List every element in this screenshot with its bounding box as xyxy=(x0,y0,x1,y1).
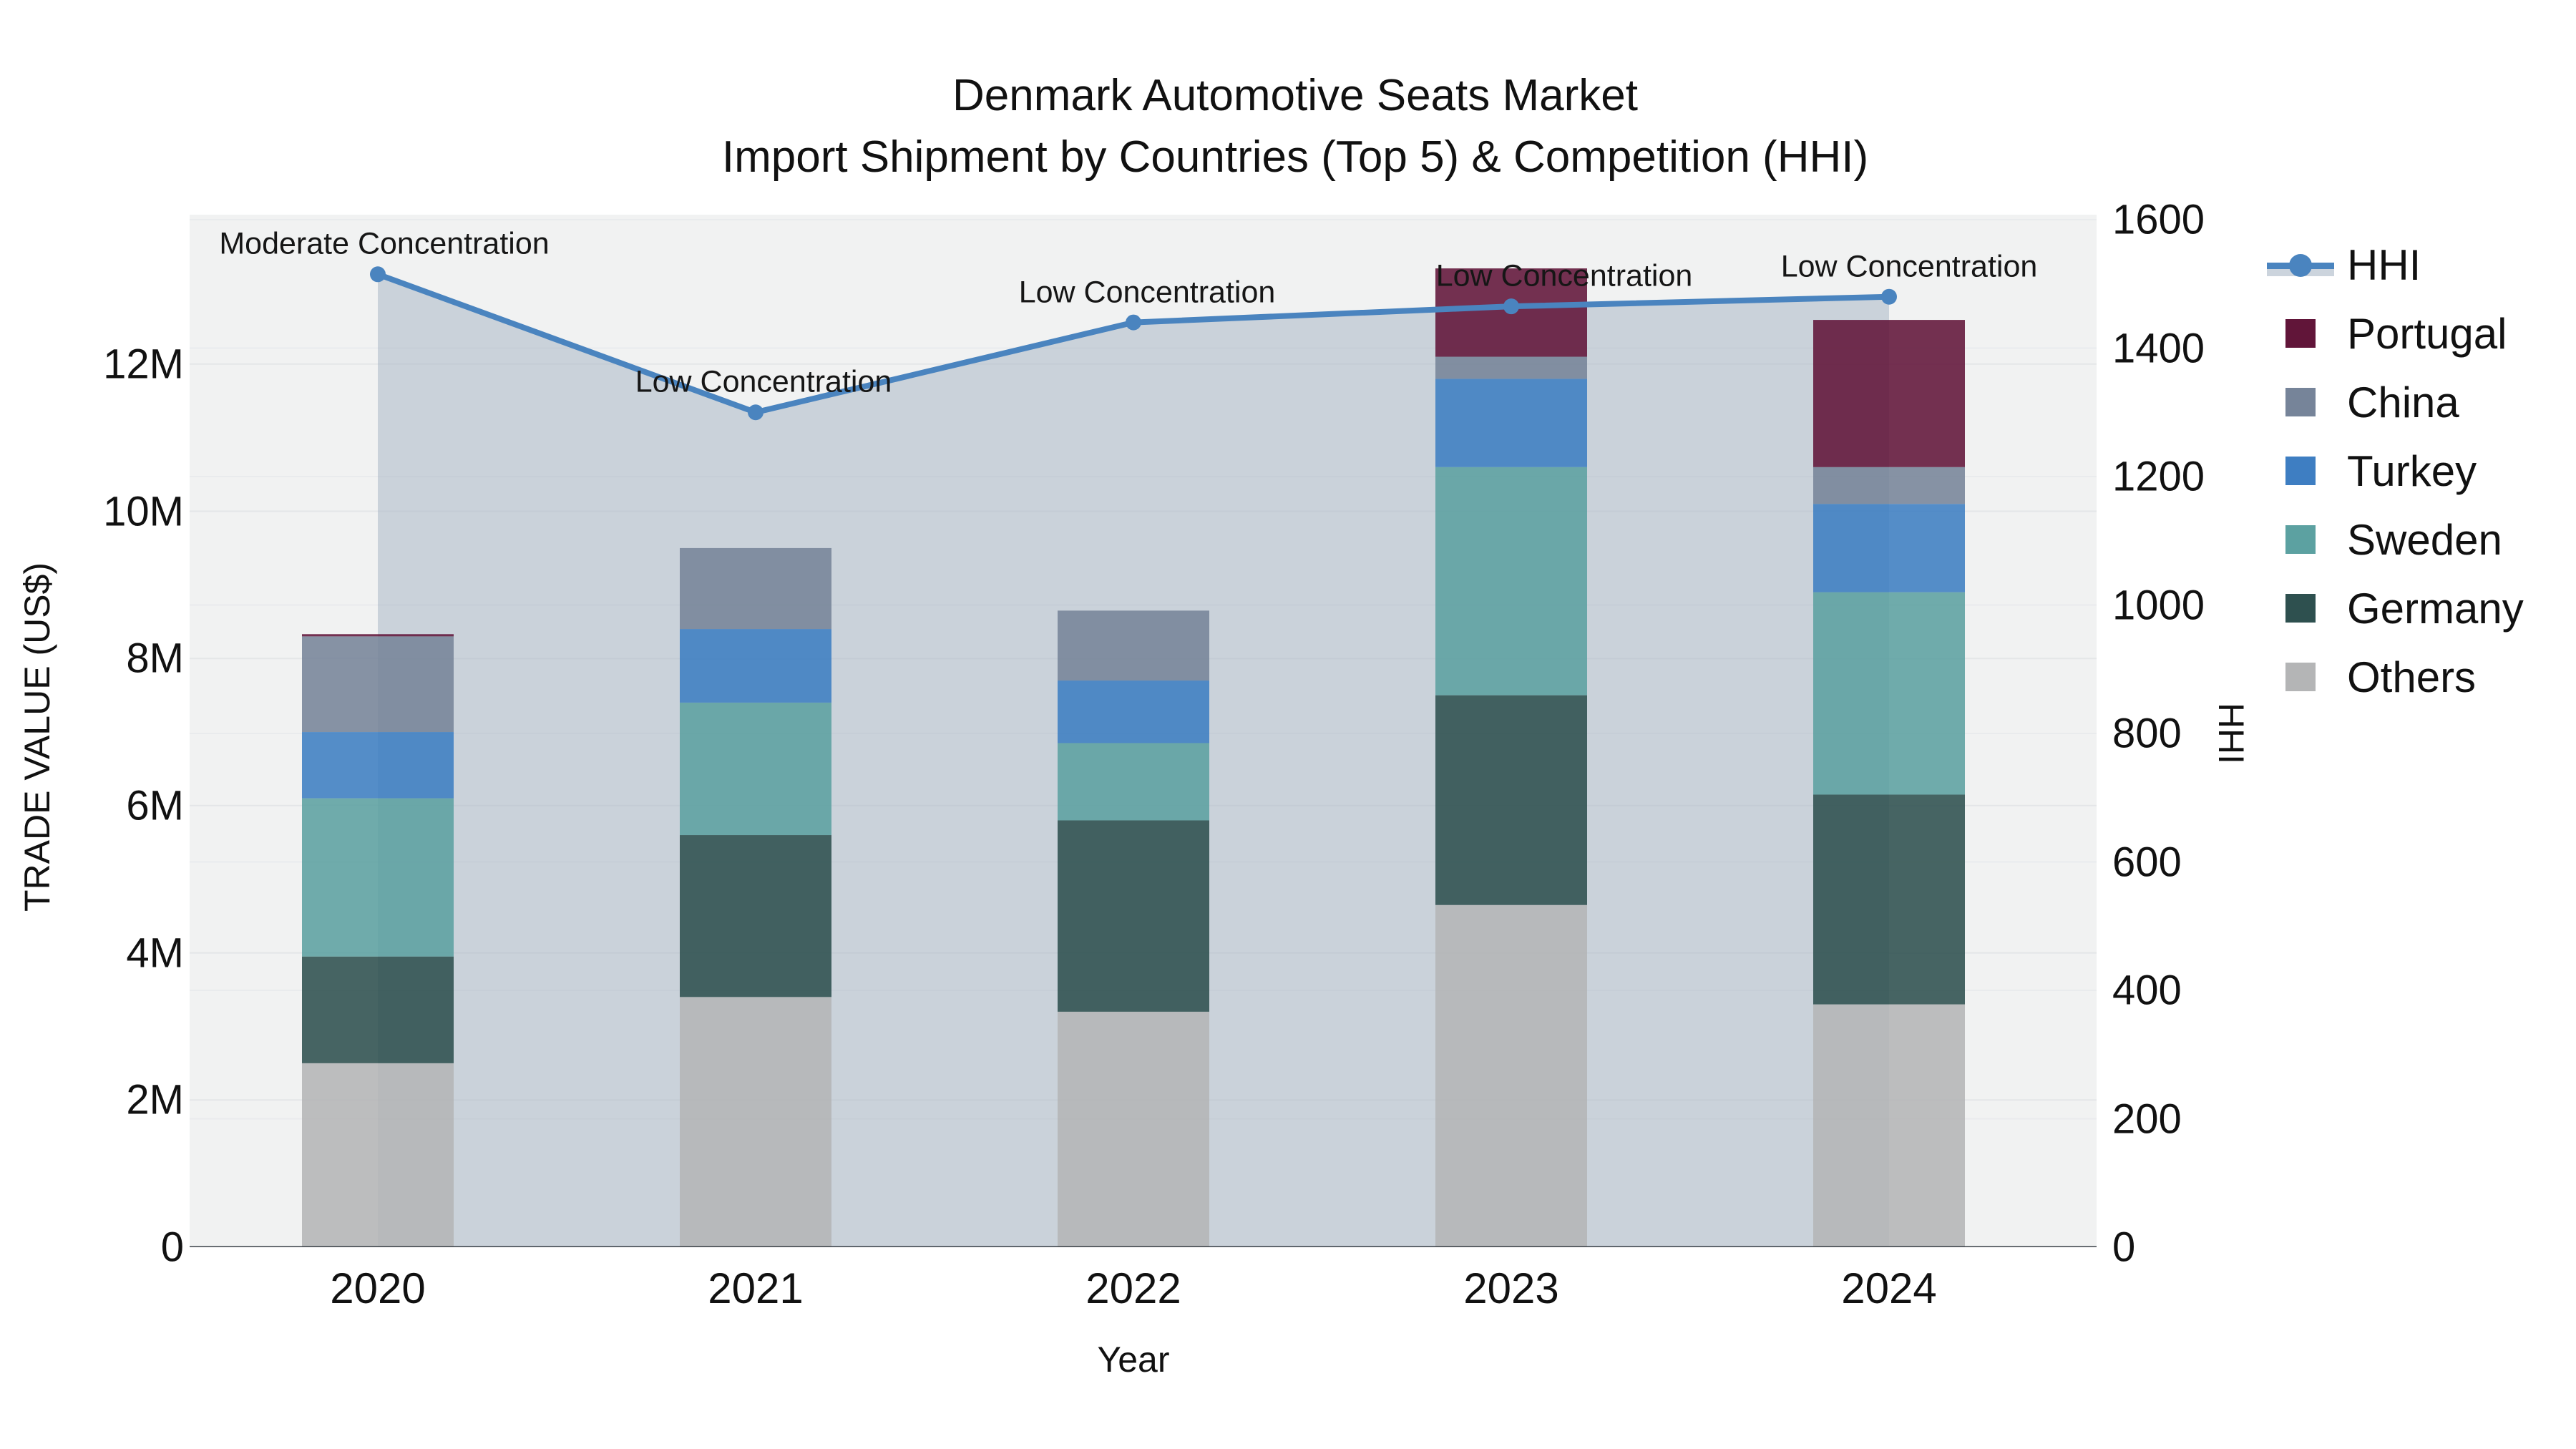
hhi-marker-2022[interactable] xyxy=(1126,314,1141,331)
bar-segment-portugal-2020[interactable] xyxy=(302,634,454,637)
bar-segment-others-2024[interactable] xyxy=(1813,1004,1965,1247)
legend-swatch-germany xyxy=(2285,594,2316,623)
bar-segment-sweden-2023[interactable] xyxy=(1435,467,1587,696)
bar-segment-china-2021[interactable] xyxy=(680,547,831,630)
legend-item-portugal[interactable]: Portugal xyxy=(2267,299,2524,368)
y-left-tick-12M: 12M xyxy=(103,341,184,388)
legend-label-others: Others xyxy=(2347,653,2477,701)
bar-segment-china-2024[interactable] xyxy=(1813,467,1965,504)
annotation-2024: Low Concentration xyxy=(1780,249,2038,284)
bar-segment-china-2020[interactable] xyxy=(302,636,454,733)
annotation-2020: Moderate Concentration xyxy=(219,226,550,261)
legend-item-turkey[interactable]: Turkey xyxy=(2267,436,2524,505)
bar-segment-sweden-2024[interactable] xyxy=(1813,592,1965,795)
legend-swatch-portugal xyxy=(2285,319,2316,348)
annotation-2021: Low Concentration xyxy=(635,364,892,399)
bar-segment-sweden-2022[interactable] xyxy=(1058,743,1209,821)
bar-segment-sweden-2020[interactable] xyxy=(302,798,454,957)
hhi-marker-2024[interactable] xyxy=(1881,288,1897,305)
x-axis-title: Year xyxy=(1097,1340,1170,1380)
legend-item-china[interactable]: China xyxy=(2267,368,2524,436)
bar-segment-germany-2021[interactable] xyxy=(680,835,831,997)
bar-segment-germany-2022[interactable] xyxy=(1058,820,1209,1012)
bar-segment-china-2022[interactable] xyxy=(1058,610,1209,681)
bar-segment-turkey-2024[interactable] xyxy=(1813,504,1965,592)
legend-line-dot xyxy=(2289,254,2312,277)
y-left-tick-8M: 8M xyxy=(126,635,184,682)
legend-item-others[interactable]: Others xyxy=(2267,643,2524,711)
y-left-tick-10M: 10M xyxy=(103,488,184,535)
legend-label-portugal: Portugal xyxy=(2347,309,2507,358)
legend-label-sweden: Sweden xyxy=(2347,515,2502,564)
legend-label-china: China xyxy=(2347,378,2459,426)
y-axis-right-title: HHI xyxy=(2211,702,2251,765)
bar-segment-others-2021[interactable] xyxy=(680,997,831,1247)
annotation-2022: Low Concentration xyxy=(1018,275,1276,310)
bar-segment-germany-2024[interactable] xyxy=(1813,794,1965,1005)
legend-label-germany: Germany xyxy=(2347,584,2524,633)
bar-segment-germany-2020[interactable] xyxy=(302,956,454,1063)
bar-segment-turkey-2020[interactable] xyxy=(302,732,454,799)
y-left-tick-4M: 4M xyxy=(126,930,184,977)
bar-segment-others-2020[interactable] xyxy=(302,1063,454,1247)
annotation-2023: Low Concentration xyxy=(1435,258,1693,293)
chart-title-line2: Import Shipment by Countries (Top 5) & C… xyxy=(721,132,1869,182)
hhi-marker-2023[interactable] xyxy=(1503,298,1519,315)
bar-segment-portugal-2024[interactable] xyxy=(1813,320,1965,467)
y-right-tick-200: 200 xyxy=(2112,1096,2182,1142)
bar-segment-turkey-2023[interactable] xyxy=(1435,379,1587,467)
y-right-tick-800: 800 xyxy=(2112,710,2182,757)
legend-swatch-china xyxy=(2285,388,2316,416)
legend-swatch-sweden xyxy=(2285,525,2316,554)
x-tick-2020: 2020 xyxy=(330,1264,426,1312)
legend: HHI Portugal China Turkey Sweden Germany Other… xyxy=(2267,230,2524,711)
y-right-tick-600: 600 xyxy=(2112,839,2182,885)
bar-segment-turkey-2022[interactable] xyxy=(1058,680,1209,743)
legend-swatch-others xyxy=(2285,663,2316,691)
y-left-tick-6M: 6M xyxy=(126,782,184,829)
bar-segment-germany-2023[interactable] xyxy=(1435,695,1587,905)
y-right-tick-0: 0 xyxy=(2112,1224,2136,1271)
y-right-tick-1400: 1400 xyxy=(2112,325,2205,371)
x-tick-2023: 2023 xyxy=(1463,1264,1559,1312)
legend-label-hhi: HHI xyxy=(2347,240,2421,289)
legend-swatch-turkey xyxy=(2285,457,2316,485)
hhi-marker-2020[interactable] xyxy=(370,266,386,283)
chart-svg xyxy=(190,219,2097,1247)
chart-title-line1: Denmark Automotive Seats Market xyxy=(952,71,1638,120)
legend-item-germany[interactable]: Germany xyxy=(2267,574,2524,643)
y-axis-left-title: TRADE VALUE (US$) xyxy=(17,562,57,912)
x-tick-2021: 2021 xyxy=(708,1264,804,1312)
x-tick-2024: 2024 xyxy=(1841,1264,1937,1312)
y-left-tick-0: 0 xyxy=(160,1224,184,1271)
x-tick-2022: 2022 xyxy=(1085,1264,1181,1312)
bar-segment-turkey-2021[interactable] xyxy=(680,629,831,703)
y-right-tick-400: 400 xyxy=(2112,967,2182,1014)
y-left-tick-2M: 2M xyxy=(126,1076,184,1123)
legend-label-turkey: Turkey xyxy=(2347,447,2477,495)
y-right-tick-1200: 1200 xyxy=(2112,453,2205,500)
legend-item-sweden[interactable]: Sweden xyxy=(2267,505,2524,574)
y-right-tick-1000: 1000 xyxy=(2112,582,2205,628)
y-right-tick-1600: 1600 xyxy=(2112,196,2205,243)
legend-hhi-line-icon xyxy=(2267,250,2334,279)
bar-segment-others-2022[interactable] xyxy=(1058,1011,1209,1247)
legend-item-hhi[interactable]: HHI xyxy=(2267,230,2524,299)
hhi-marker-2021[interactable] xyxy=(748,404,763,421)
bar-segment-others-2023[interactable] xyxy=(1435,904,1587,1247)
bar-segment-sweden-2021[interactable] xyxy=(680,702,831,836)
bar-segment-china-2023[interactable] xyxy=(1435,356,1587,379)
